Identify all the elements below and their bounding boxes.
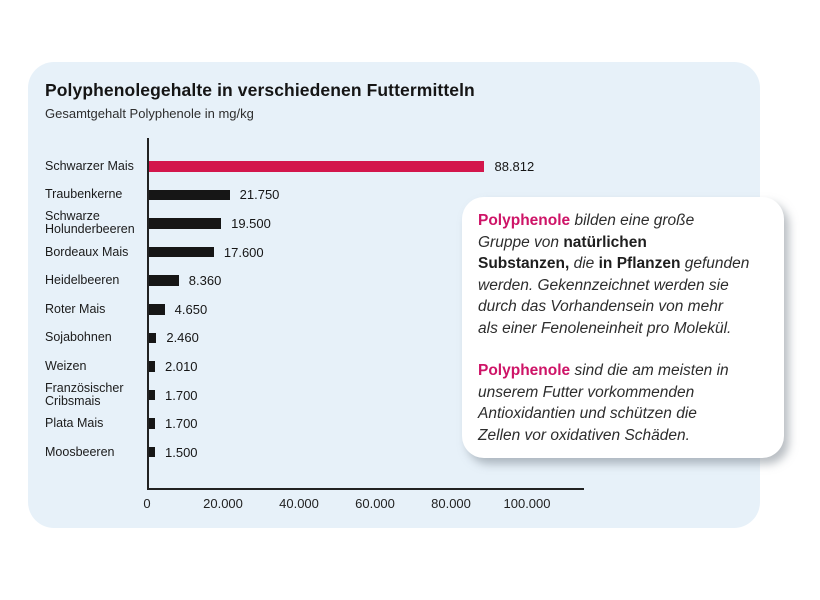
text-segment: in Pflanzen [598, 255, 681, 272]
bar-zone: 2.010 [147, 352, 198, 381]
info-line: Polyphenole sind die am meisten in [478, 360, 768, 382]
category-label: Französischer Cribsmais [45, 380, 124, 409]
chart-row: Heidelbeeren 8.360 [45, 266, 645, 295]
bar-chart-rows: Schwarzer Mais 88.812 Traubenkerne 21.750 Sc… [45, 152, 645, 467]
text-segment: sind die am meisten in [570, 362, 729, 379]
text-segment: Zellen vor oxidativen Schäden. [478, 426, 690, 444]
bar-zone: 17.600 [147, 238, 264, 267]
text-segment: werden. Gekennzeichnet werden sie [478, 276, 729, 294]
chart-row: Plata Mais 1.700 [45, 409, 645, 438]
bar-zone: 21.750 [147, 181, 279, 210]
x-tick-label: 40.000 [279, 496, 319, 511]
category-label: Traubenkerne [45, 187, 123, 202]
category-label: Plata Mais [45, 416, 104, 431]
bar-zone: 1.500 [147, 438, 198, 467]
x-axis-line [147, 488, 584, 490]
value-label: 1.700 [165, 387, 198, 403]
chart-row: Moosbeeren 1.500 [45, 438, 645, 467]
value-label: 19.500 [231, 215, 271, 231]
bar-zone: 1.700 [147, 409, 198, 438]
value-label: 88.812 [494, 158, 535, 174]
info-line: als einer Fenoleneinheit pro Molekül. [478, 318, 768, 340]
bar-zone: 4.650 [147, 295, 207, 324]
category-label: Heidelbeeren [45, 273, 120, 288]
text-segment: Substanzen, [478, 255, 570, 272]
category-label: Moosbeeren [45, 444, 115, 459]
x-tick-label: 100.000 [503, 496, 551, 511]
bar [147, 332, 157, 344]
bar [147, 218, 222, 229]
info-line: Gruppe von natürlichen [478, 232, 768, 254]
info-line: Polyphenole bilden eine große [478, 210, 768, 232]
chart-row: Weizen 2.010 [45, 352, 645, 381]
info-line: Substanzen, die in Pflanzen gefunden [478, 253, 768, 275]
bar-zone: 8.360 [147, 266, 221, 295]
bar [147, 361, 155, 372]
text-segment: durch das Vorhandensein von mehr [478, 298, 723, 315]
bar [147, 389, 155, 401]
bar [147, 246, 214, 258]
info-paragraph: Polyphenole sind die am meisten in unsere… [478, 360, 768, 446]
info-paragraph: Polyphenole bilden eine große Gruppe von … [478, 210, 768, 339]
category-label: Sojabohnen [45, 330, 112, 345]
info-line: Antioxidantien und schützen die [478, 403, 768, 425]
chart-row: Französischer Cribsmais 1.700 [45, 381, 645, 410]
bar [147, 275, 179, 286]
y-axis-line [147, 138, 149, 490]
bar-zone: 19.500 [147, 209, 271, 238]
chart-row: Sojabohnen 2.460 [45, 324, 645, 353]
text-segment: als einer Fenoleneinheit pro Molekül. [478, 319, 732, 337]
info-line: werden. Gekennzeichnet werden sie [478, 275, 768, 297]
category-label: Roter Mais [45, 301, 106, 316]
chart-subtitle: Gesamtgehalt Polyphenole in mg/kg [45, 106, 254, 121]
value-label: 8.360 [188, 273, 222, 289]
chart-row: Traubenkerne 21.750 [45, 181, 645, 210]
value-label: 2.460 [166, 330, 199, 346]
bar [147, 189, 230, 201]
accent-keyword: Polyphenole [478, 212, 571, 229]
info-line: Zellen vor oxidativen Schäden. [478, 425, 768, 447]
bar [147, 161, 485, 172]
text-segment: bilden eine große [570, 212, 695, 229]
category-label: Schwarzer Mais [45, 158, 134, 173]
x-tick-label: 20.000 [203, 496, 243, 511]
text-segment: gefunden [680, 255, 750, 272]
chart-row: Roter Mais 4.650 [45, 295, 645, 324]
category-label: Weizen [45, 358, 87, 373]
value-label: 2.010 [165, 358, 198, 374]
text-segment: unserem Futter vorkommenden [478, 383, 695, 401]
text-segment: Antioxidantien und schützen die [478, 405, 697, 422]
bar-zone: 88.812 [147, 152, 534, 181]
text-segment: Gruppe von [478, 233, 564, 251]
bar [147, 304, 165, 315]
x-tick-label: 0 [143, 496, 151, 511]
text-segment: die [569, 255, 599, 272]
bar [147, 418, 155, 429]
accent-keyword: Polyphenole [478, 362, 571, 379]
x-tick-label: 80.000 [431, 496, 471, 511]
chart-row: Schwarze Holunderbeeren 19.500 [45, 209, 645, 238]
value-label: 4.650 [174, 301, 208, 317]
chart-title: Polyphenolegehalte in verschiedenen Futt… [45, 80, 475, 100]
category-label: Bordeaux Mais [45, 244, 129, 259]
bar-zone: 1.700 [147, 381, 198, 410]
chart-row: Bordeaux Mais 17.600 [45, 238, 645, 267]
bar-zone: 2.460 [147, 324, 199, 353]
text-segment: natürlichen [563, 233, 647, 251]
value-label: 1.700 [165, 416, 198, 432]
info-line: unserem Futter vorkommenden [478, 382, 768, 404]
value-label: 17.600 [223, 244, 264, 260]
chart-row: Schwarzer Mais 88.812 [45, 152, 645, 181]
x-tick-label: 60.000 [355, 496, 395, 511]
category-label: Schwarze Holunderbeeren [45, 209, 135, 237]
info-line: durch das Vorhandensein von mehr [478, 296, 768, 318]
info-box: Polyphenole bilden eine große Gruppe von … [462, 197, 784, 458]
bar [147, 446, 155, 458]
value-label: 1.500 [165, 444, 198, 460]
value-label: 21.750 [239, 187, 280, 203]
info-box-content: Polyphenole bilden eine große Gruppe von … [478, 210, 768, 446]
